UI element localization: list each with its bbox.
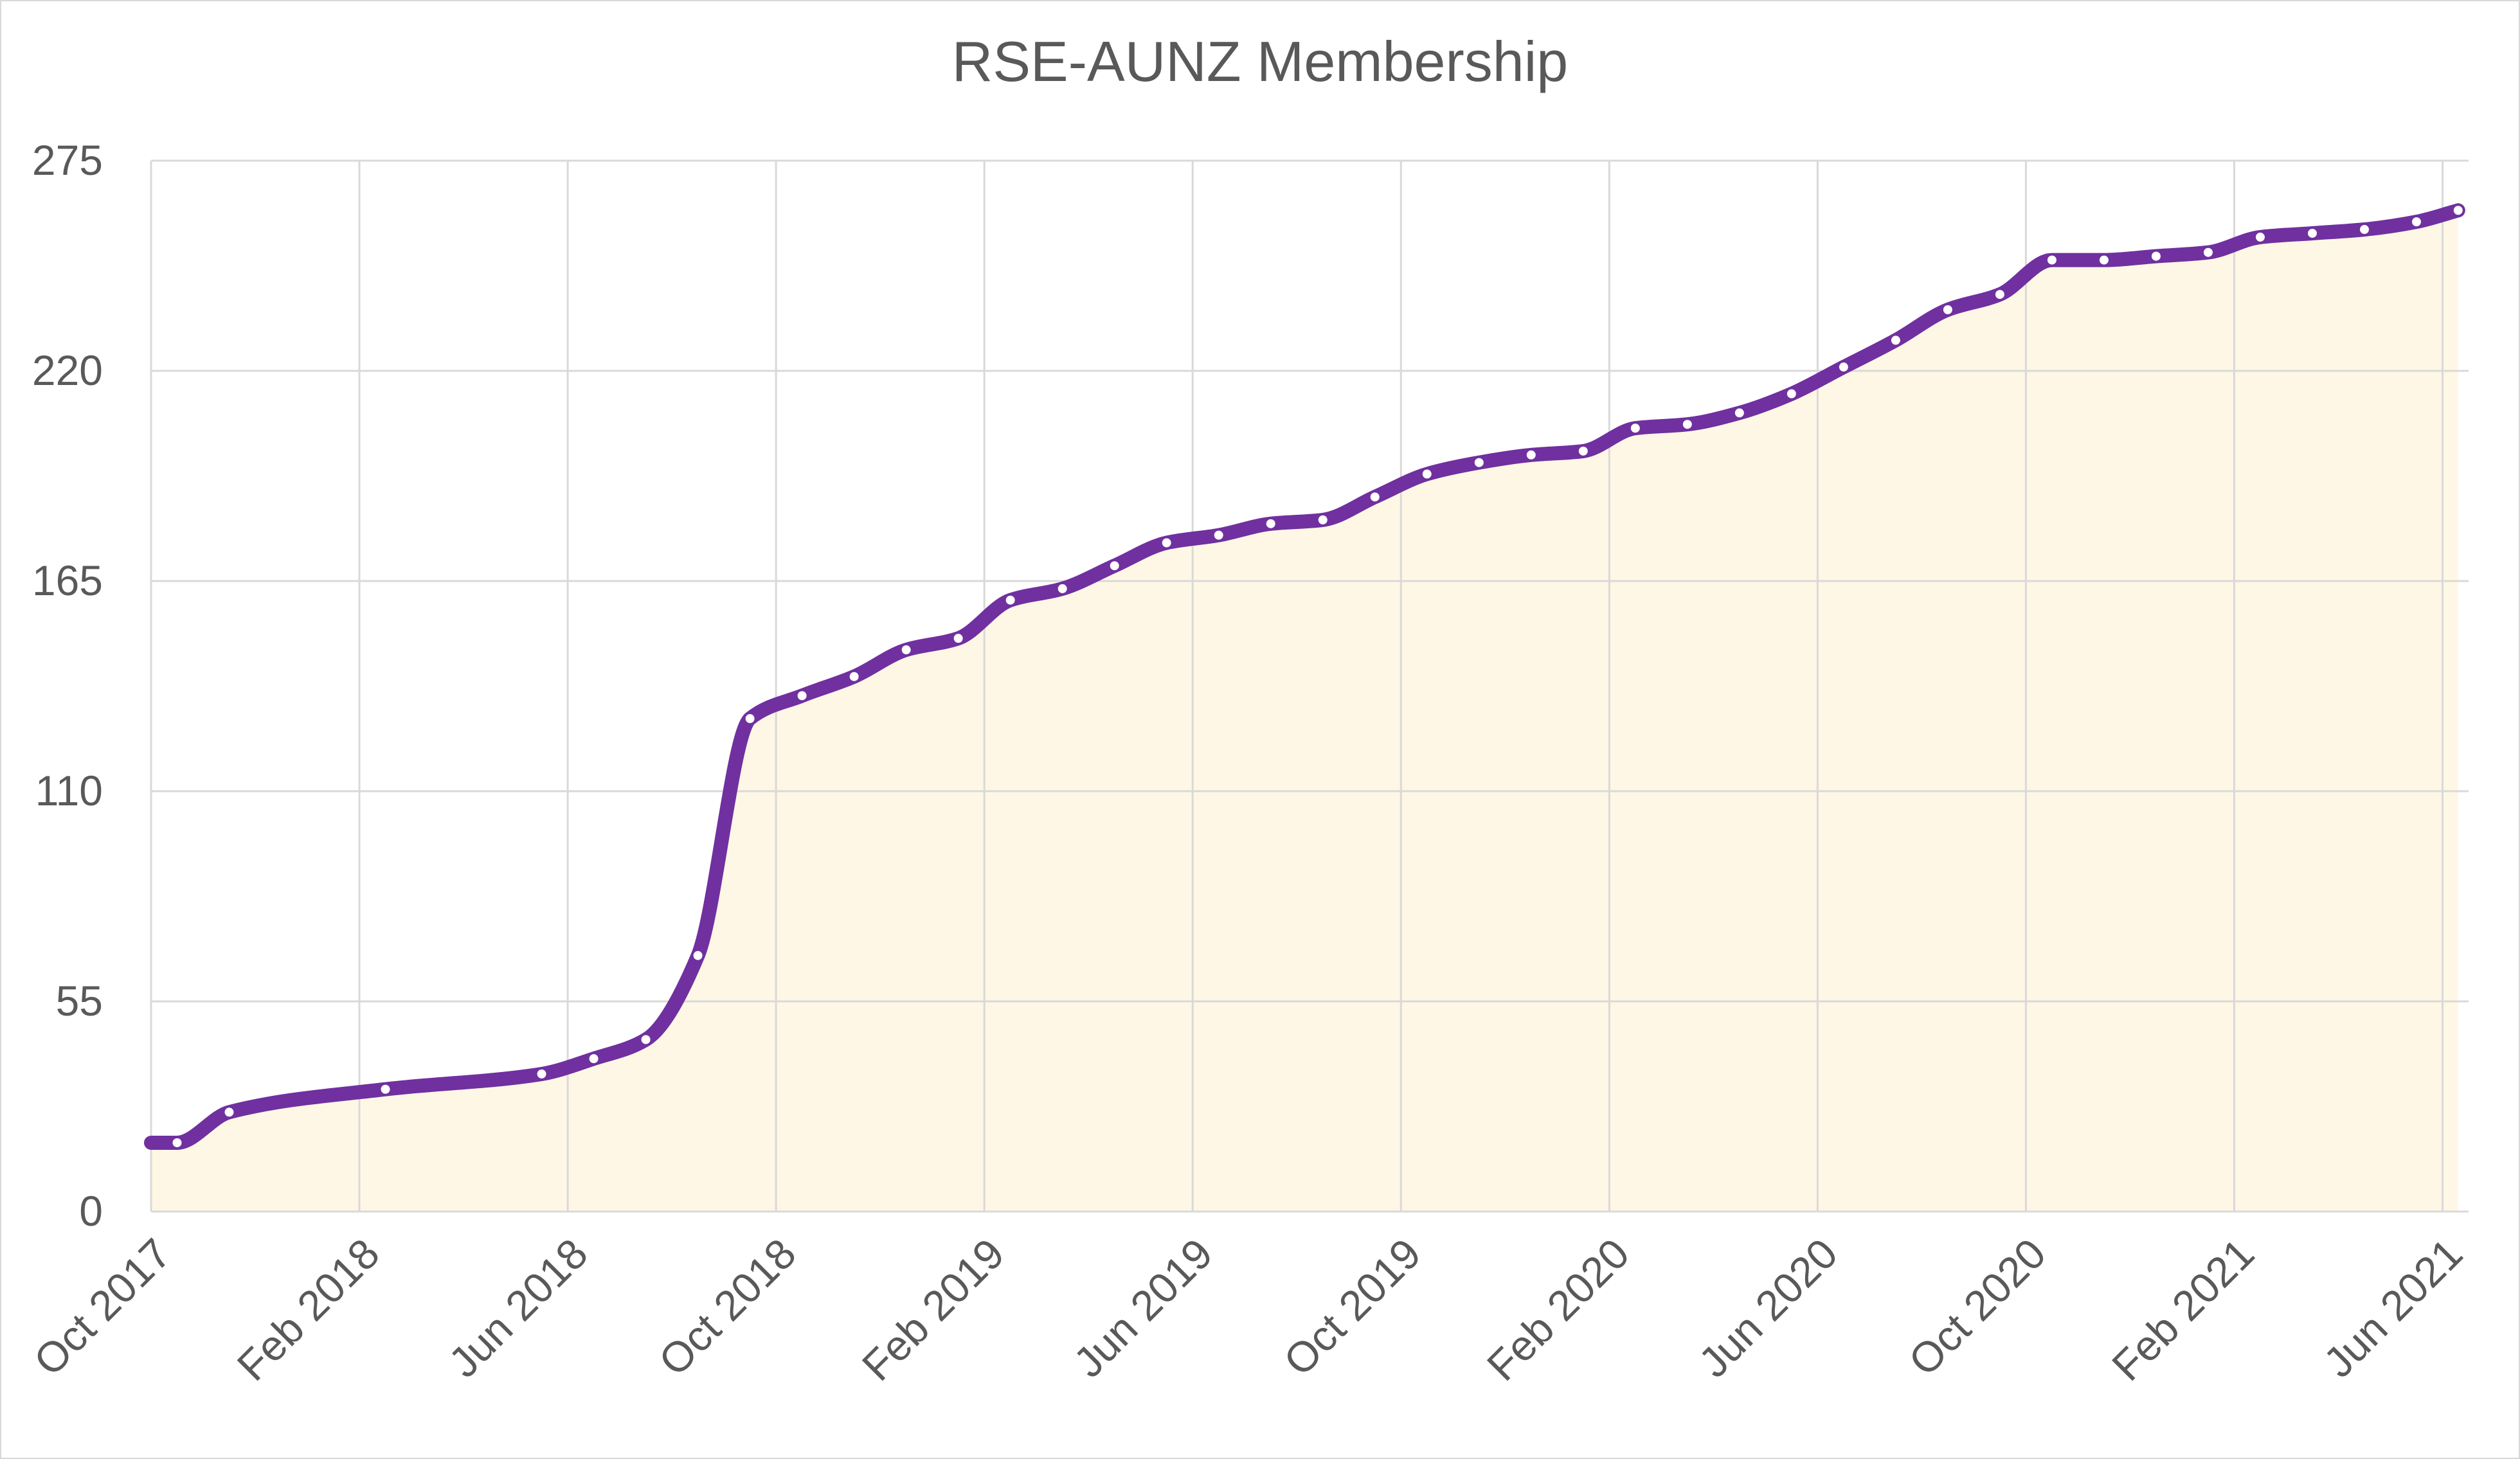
data-point: [1787, 389, 1796, 398]
data-point: [2359, 225, 2369, 235]
data-point: [1630, 424, 1640, 433]
data-point: [1682, 420, 1692, 429]
data-point: [1266, 519, 1275, 528]
y-tick-label: 110: [35, 767, 103, 814]
data-point: [1526, 450, 1536, 460]
data-point: [2203, 247, 2213, 257]
y-tick-label: 0: [79, 1187, 103, 1235]
data-point: [1943, 305, 1952, 314]
data-point: [1734, 408, 1744, 418]
y-tick-label: 55: [56, 977, 103, 1025]
y-tick-label: 220: [32, 346, 103, 394]
data-point: [2099, 255, 2109, 265]
data-point: [1318, 515, 1328, 524]
y-tick-label: 275: [32, 136, 103, 184]
data-point: [1162, 538, 1171, 548]
data-point: [1474, 458, 1484, 467]
data-point: [537, 1069, 546, 1079]
data-point: [589, 1054, 598, 1064]
data-point: [2411, 217, 2421, 227]
series-area: [151, 210, 2458, 1212]
data-point: [1110, 561, 1119, 571]
data-point: [901, 645, 911, 655]
data-point: [1058, 584, 1067, 593]
data-point: [797, 691, 807, 701]
data-point: [2151, 251, 2161, 261]
data-point: [224, 1107, 234, 1117]
data-point: [1839, 363, 1848, 372]
x-tick-label: Oct 2017: [24, 1230, 180, 1385]
data-point: [745, 714, 755, 724]
x-tick-label: Feb 2018: [228, 1230, 388, 1390]
x-tick-label: Feb 2020: [1478, 1230, 1639, 1390]
x-tick-label: Oct 2018: [649, 1230, 805, 1385]
y-tick-label: 165: [32, 557, 103, 604]
data-point: [172, 1138, 182, 1147]
chart-title: RSE-AUNZ Membership: [951, 30, 1569, 93]
x-tick-label: Jun 2020: [1689, 1230, 1846, 1386]
x-tick-label: Jun 2019: [1065, 1230, 1221, 1386]
data-point: [2453, 206, 2463, 215]
data-point: [1370, 492, 1380, 502]
data-point: [2307, 228, 2317, 238]
x-tick-label: Feb 2019: [853, 1230, 1014, 1390]
data-point: [953, 634, 963, 643]
data-point: [1214, 530, 1223, 540]
data-point: [693, 951, 703, 960]
series-line: [144, 203, 2465, 1150]
data-point: [1422, 469, 1432, 479]
data-point: [1005, 595, 1015, 605]
data-point: [849, 672, 859, 681]
data-point: [1578, 446, 1588, 456]
data-point: [2047, 255, 2056, 265]
data-point: [641, 1035, 651, 1044]
data-point: [1995, 290, 2004, 300]
data-point: [2255, 232, 2265, 242]
x-tick-label: Oct 2019: [1274, 1230, 1430, 1385]
data-point: [1891, 336, 1900, 345]
x-tick-label: Jun 2021: [2314, 1230, 2471, 1386]
x-tick-label: Feb 2021: [2103, 1230, 2264, 1390]
x-tick-label: Oct 2020: [1900, 1230, 2055, 1385]
data-point: [381, 1084, 390, 1094]
x-tick-label: Jun 2018: [440, 1230, 597, 1386]
